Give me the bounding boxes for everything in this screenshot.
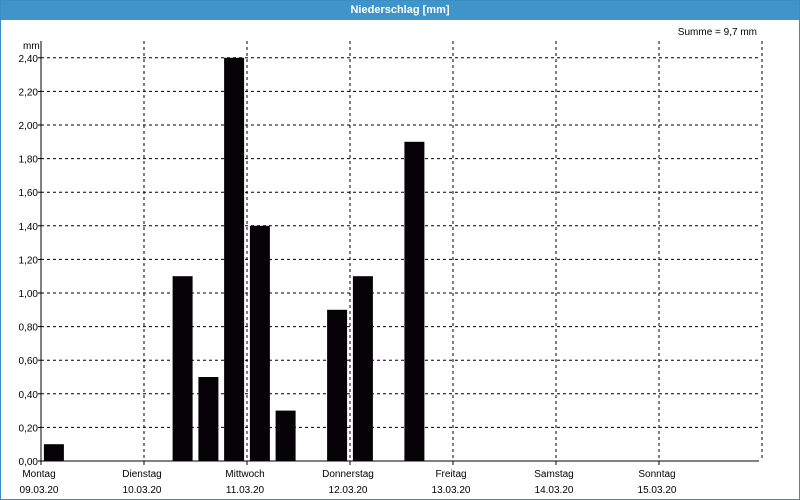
x-day-label: Mittwoch (225, 469, 264, 480)
x-day-label: Montag (22, 469, 55, 480)
y-tick-label: 1,20 (19, 255, 39, 266)
precipitation-bar (43, 444, 64, 461)
y-tick-label: 1,00 (19, 289, 39, 300)
x-date-label: 10.03.20 (123, 485, 162, 496)
x-date-label: 15.03.20 (638, 485, 677, 496)
y-tick-label: 1,40 (19, 222, 39, 233)
y-tick-label: 1,60 (19, 188, 39, 199)
bar-layer (43, 57, 425, 462)
grid-layer (41, 41, 763, 461)
precipitation-bar (249, 225, 270, 461)
precipitation-bar (352, 276, 373, 461)
x-date-label: 14.03.20 (535, 485, 574, 496)
x-day-label: Samstag (534, 469, 573, 480)
y-tick-label: 1,80 (19, 155, 39, 166)
x-day-label: Dienstag (122, 469, 161, 480)
precipitation-bar (224, 57, 245, 462)
y-tick-label: 2,20 (19, 87, 39, 98)
y-tick-label: 2,00 (19, 121, 39, 132)
x-date-label: 11.03.20 (226, 485, 265, 496)
precipitation-bar (404, 141, 425, 462)
x-date-label: 09.03.20 (20, 485, 59, 496)
x-date-label: 12.03.20 (329, 485, 368, 496)
y-axis-unit-label: mm (23, 41, 40, 52)
axis-layer: 0,00 0,20 0,40 0,60 0,80 1,00 1,20 1,40 1,60 1,80… (19, 41, 759, 496)
precipitation-bar (198, 377, 219, 461)
chart-title: Niederschlag [mm] (1, 1, 799, 20)
x-day-label: Donnerstag (322, 469, 374, 480)
sum-label: Summe = 9,7 mm (678, 27, 757, 38)
precipitation-bar (275, 410, 296, 461)
x-day-label: Freitag (435, 469, 466, 480)
y-tick-label: 0,00 (19, 457, 39, 468)
y-tick-label: 0,60 (19, 356, 39, 367)
y-tick-label: 0,40 (19, 390, 39, 401)
x-day-label: Sonntag (638, 469, 675, 480)
y-tick-label: 0,80 (19, 323, 39, 334)
precipitation-bar (172, 276, 193, 461)
y-tick-label: 0,20 (19, 423, 39, 434)
x-date-label: 13.03.20 (432, 485, 471, 496)
precipitation-bar (327, 309, 348, 461)
y-tick-label: 2,40 (19, 54, 39, 65)
